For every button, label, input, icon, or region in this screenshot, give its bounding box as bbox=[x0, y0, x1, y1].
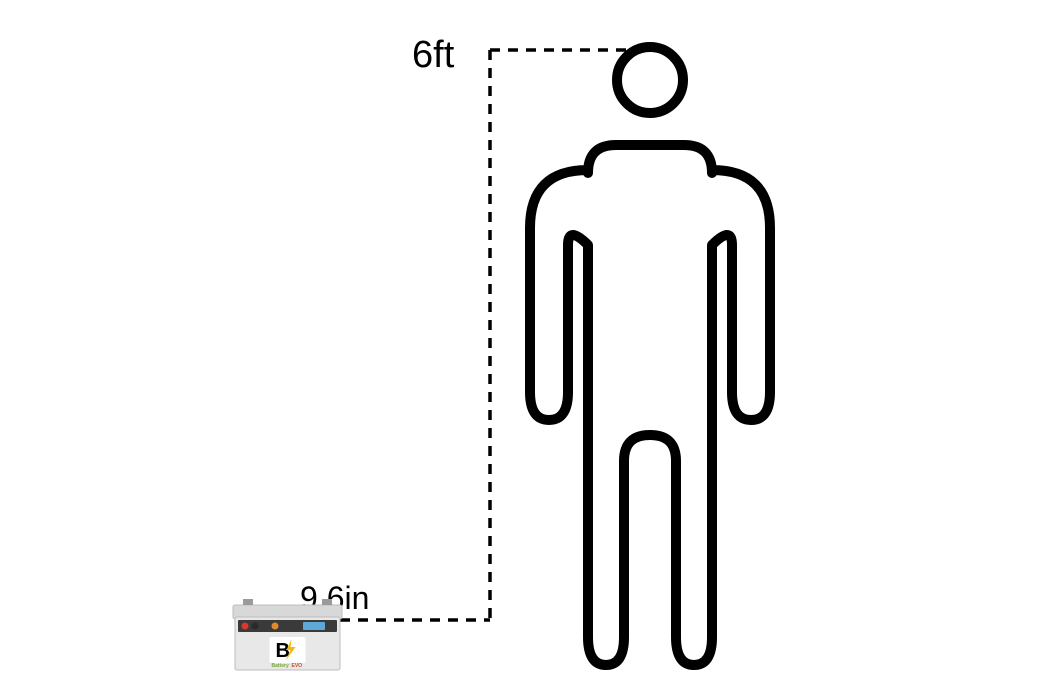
diagram-svg: BBatteryEVO bbox=[0, 0, 1051, 700]
battery-icon: BBatteryEVO bbox=[233, 599, 342, 670]
person-body-icon bbox=[530, 145, 770, 665]
size-comparison-diagram: 6ft 9.6in BBatteryEVO bbox=[0, 0, 1051, 700]
person-head-icon bbox=[617, 47, 683, 113]
svg-text:EVO: EVO bbox=[292, 663, 303, 669]
svg-text:B: B bbox=[276, 640, 290, 662]
svg-text:Battery: Battery bbox=[272, 663, 289, 669]
